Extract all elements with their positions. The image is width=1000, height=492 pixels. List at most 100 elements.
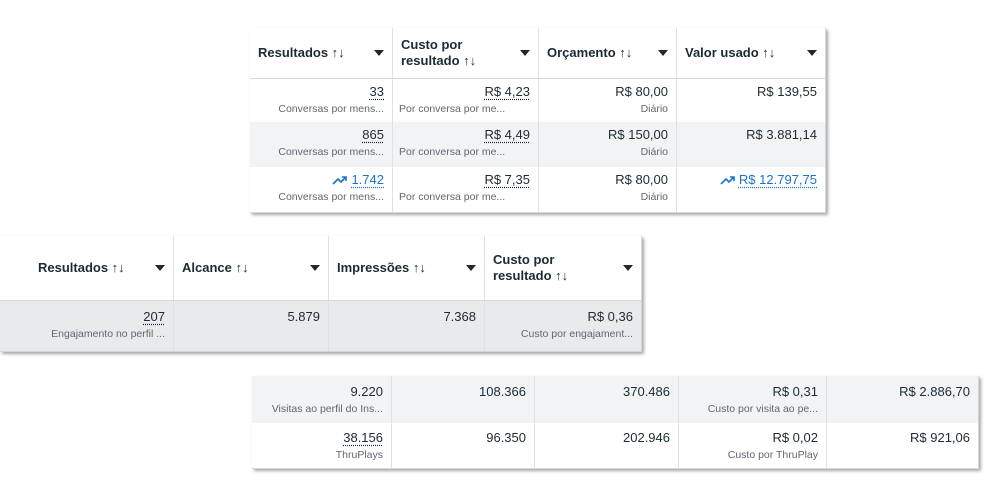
impressions-value: 370.486: [623, 384, 670, 399]
amount-spent-value[interactable]: R$ 12.797,75: [738, 172, 817, 187]
campaign-table-messages: Resultados ↑↓ Custo por resultado ↑↓ Orç…: [250, 28, 826, 213]
reach-value: 108.366: [479, 384, 526, 399]
column-header-cost-per-result[interactable]: Custo por resultado ↑↓: [393, 28, 539, 79]
sort-caret-icon[interactable]: [658, 50, 668, 56]
column-header-impressions[interactable]: Impressões ↑↓: [329, 236, 485, 301]
cost-subtitle: Custo por engajament...: [520, 328, 633, 340]
reach-value: 5.879: [287, 309, 320, 324]
cost-subtitle: Custo por ThruPlay: [727, 449, 818, 461]
cost-value[interactable]: R$ 4,49: [484, 127, 530, 142]
amount-spent-cell: R$ 3.881,14: [677, 122, 825, 167]
sort-caret-icon[interactable]: [520, 50, 530, 56]
budget-cell: R$ 80,00 Diário: [539, 79, 677, 122]
impressions-cell: 370.486: [535, 376, 679, 423]
reach-cell: 96.350: [392, 423, 535, 468]
reach-value: 96.350: [486, 430, 526, 445]
campaign-table-engagement: Resultados ↑↓ Alcance ↑↓ Impressões ↑↓ C…: [0, 236, 642, 352]
budget-subtitle: Diário: [640, 146, 668, 158]
column-header-label: Resultados ↑↓: [258, 45, 345, 60]
column-header-label: Orçamento ↑↓: [547, 45, 633, 60]
column-header-label: Alcance ↑↓: [182, 260, 249, 275]
column-header-label: Custo por resultado ↑↓: [493, 252, 569, 283]
results-value[interactable]: 33: [369, 84, 384, 99]
sort-caret-icon[interactable]: [155, 265, 165, 271]
results-subtitle: Conversas por mens...: [278, 146, 384, 158]
column-header-results[interactable]: Resultados ↑↓: [250, 28, 393, 79]
column-header-cost-per-result[interactable]: Custo por resultado ↑↓: [485, 236, 641, 301]
column-header-label: Valor usado ↑↓: [685, 45, 776, 60]
impressions-cell: 7.368: [329, 301, 485, 351]
impressions-value: 7.368: [443, 309, 476, 324]
table-row: 865 Conversas por mens... R$ 4,49 Por co…: [250, 122, 825, 167]
cost-cell: R$ 4,23 Por conversa por me...: [393, 79, 539, 122]
cost-value: R$ 0,36: [587, 309, 633, 324]
cost-value: R$ 0,02: [772, 430, 818, 445]
table-header-row: Resultados ↑↓ Custo por resultado ↑↓ Orç…: [250, 28, 825, 79]
results-cell: 9.220 Visitas ao perfil do Ins...: [252, 376, 392, 423]
budget-value: R$ 80,00: [615, 172, 668, 187]
budget-cell: R$ 150,00 Diário: [539, 122, 677, 167]
cost-subtitle: Por conversa por me...: [399, 191, 506, 203]
results-value[interactable]: 38.156: [343, 430, 383, 445]
amount-spent-cell: R$ 2.886,70: [827, 376, 978, 423]
column-header-amount-spent[interactable]: Valor usado ↑↓: [677, 28, 825, 79]
results-value[interactable]: 207: [143, 309, 165, 324]
budget-subtitle: Diário: [640, 103, 668, 115]
results-cell: 33 Conversas por mens...: [250, 79, 393, 122]
column-header-budget[interactable]: Orçamento ↑↓: [539, 28, 677, 79]
results-subtitle: Conversas por mens...: [278, 103, 384, 115]
cost-subtitle: Por conversa por me...: [399, 146, 506, 158]
amount-spent-value: R$ 139,55: [757, 84, 817, 99]
results-subtitle: Conversas por mens...: [278, 191, 384, 203]
cost-value[interactable]: R$ 7,35: [484, 172, 530, 187]
amount-spent-value: R$ 3.881,14: [746, 127, 817, 142]
sort-caret-icon[interactable]: [807, 50, 817, 56]
budget-subtitle: Diário: [640, 191, 668, 203]
cost-cell: R$ 7,35 Por conversa por me...: [393, 167, 539, 212]
sort-caret-icon[interactable]: [374, 50, 384, 56]
column-header-reach[interactable]: Alcance ↑↓: [174, 236, 329, 301]
results-cell: 865 Conversas por mens...: [250, 122, 393, 167]
budget-value: R$ 150,00: [608, 127, 668, 142]
cost-value[interactable]: R$ 4,23: [484, 84, 530, 99]
reach-cell: 108.366: [392, 376, 535, 423]
results-value[interactable]: 1.742: [351, 172, 384, 187]
amount-spent-cell: R$ 139,55: [677, 79, 825, 122]
amount-spent-cell: R$ 921,06: [827, 423, 978, 468]
table-row: 207 Engajamento no perfil ... 5.879 7.36…: [0, 301, 641, 351]
amount-spent-cell: R$ 12.797,75: [677, 167, 825, 212]
cost-cell: R$ 0,02 Custo por ThruPlay: [679, 423, 827, 468]
trend-up-icon: [332, 176, 348, 185]
amount-spent-value: R$ 2.886,70: [899, 384, 970, 399]
cost-cell: R$ 0,31 Custo por visita ao pe...: [679, 376, 827, 423]
table-header-row: Resultados ↑↓ Alcance ↑↓ Impressões ↑↓ C…: [0, 236, 641, 301]
cost-subtitle: Custo por visita ao pe...: [707, 403, 818, 415]
reach-cell: 5.879: [174, 301, 329, 351]
column-header-results[interactable]: Resultados ↑↓: [0, 236, 174, 301]
sort-caret-icon[interactable]: [623, 265, 633, 271]
table-row: 38.156 ThruPlays 96.350 202.946 R$ 0,02 …: [252, 423, 978, 468]
sort-caret-icon[interactable]: [466, 265, 476, 271]
results-cell: 38.156 ThruPlays: [252, 423, 392, 468]
results-cell: 207 Engajamento no perfil ...: [0, 301, 174, 351]
amount-spent-value: R$ 921,06: [910, 430, 970, 445]
impressions-cell: 202.946: [535, 423, 679, 468]
column-header-label: Resultados ↑↓: [38, 260, 125, 275]
sort-caret-icon[interactable]: [310, 265, 320, 271]
results-value: 9.220: [350, 384, 383, 399]
column-header-label: Impressões ↑↓: [337, 260, 426, 275]
budget-value: R$ 80,00: [615, 84, 668, 99]
results-subtitle: Engajamento no perfil ...: [51, 328, 165, 340]
column-header-label: Custo por resultado ↑↓: [401, 37, 477, 68]
budget-cell: R$ 80,00 Diário: [539, 167, 677, 212]
impressions-value: 202.946: [623, 430, 670, 445]
table-row: 1.742 Conversas por mens... R$ 7,35 Por …: [250, 167, 825, 212]
trend-up-icon: [720, 176, 735, 185]
cost-cell: R$ 4,49 Por conversa por me...: [393, 122, 539, 167]
table-row: 33 Conversas por mens... R$ 4,23 Por con…: [250, 79, 825, 122]
cost-subtitle: Por conversa por me...: [399, 103, 506, 115]
results-value[interactable]: 865: [362, 127, 384, 142]
table-row: 9.220 Visitas ao perfil do Ins... 108.36…: [252, 376, 978, 423]
cost-value: R$ 0,31: [772, 384, 818, 399]
results-subtitle: Visitas ao perfil do Ins...: [271, 403, 383, 415]
